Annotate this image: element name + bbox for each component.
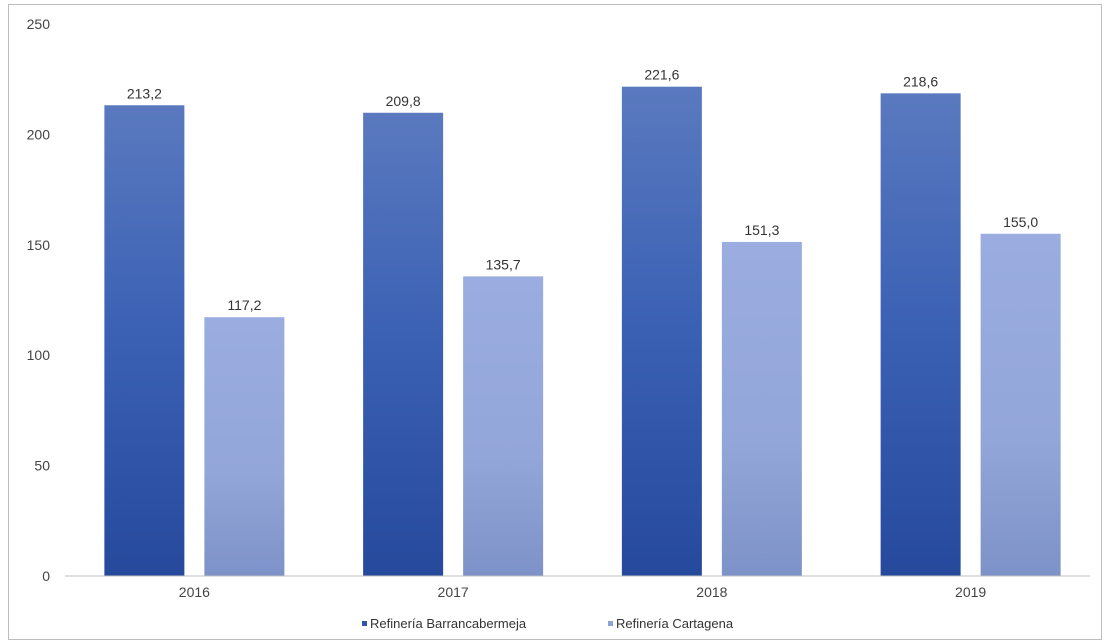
bars <box>104 86 1061 577</box>
y-tick-label: 0 <box>42 568 50 584</box>
legend-swatch <box>362 621 367 626</box>
data-label: 221,6 <box>644 67 679 83</box>
legend: Refinería Barrancabermeja Refinería Carta… <box>362 616 734 631</box>
x-tick-label: 2018 <box>696 584 727 600</box>
data-label: 135,7 <box>486 256 521 272</box>
data-label: 218,6 <box>903 73 938 89</box>
legend-swatch <box>608 621 613 626</box>
bar-barrancabermeja-2016 <box>104 105 185 577</box>
bar-cartagena-2017 <box>463 276 544 576</box>
bar-barrancabermeja-2017 <box>363 112 444 576</box>
y-tick-label: 200 <box>27 126 51 142</box>
y-tick-label: 50 <box>34 458 50 474</box>
data-label: 151,3 <box>744 222 779 238</box>
x-tick-label: 2019 <box>955 584 986 600</box>
bar-cartagena-2018 <box>721 241 802 576</box>
data-labels: 213,2 117,2 209,8 135,7 221,6 151,3 218,6 155,0 <box>127 67 1038 314</box>
legend-label: Refinería Cartagena <box>616 616 734 631</box>
data-label: 117,2 <box>227 297 261 313</box>
bar-cartagena-2016 <box>204 317 285 576</box>
legend-label: Refinería Barrancabermeja <box>370 616 527 631</box>
data-label: 209,8 <box>386 93 421 109</box>
data-label: 213,2 <box>127 85 162 101</box>
bar-cartagena-2019 <box>980 233 1061 576</box>
y-tick-label: 250 <box>27 16 51 32</box>
y-tick-label: 150 <box>27 237 51 253</box>
bar-barrancabermeja-2018 <box>621 86 702 576</box>
x-axis-labels: 2016 2017 2018 2019 <box>179 584 987 600</box>
y-axis-labels: 0 50 100 150 200 250 <box>27 16 51 584</box>
data-label: 155,0 <box>1003 214 1038 230</box>
y-tick-label: 100 <box>27 347 51 363</box>
x-tick-label: 2017 <box>438 584 469 600</box>
bar-barrancabermeja-2019 <box>880 93 961 576</box>
x-tick-label: 2016 <box>179 584 210 600</box>
